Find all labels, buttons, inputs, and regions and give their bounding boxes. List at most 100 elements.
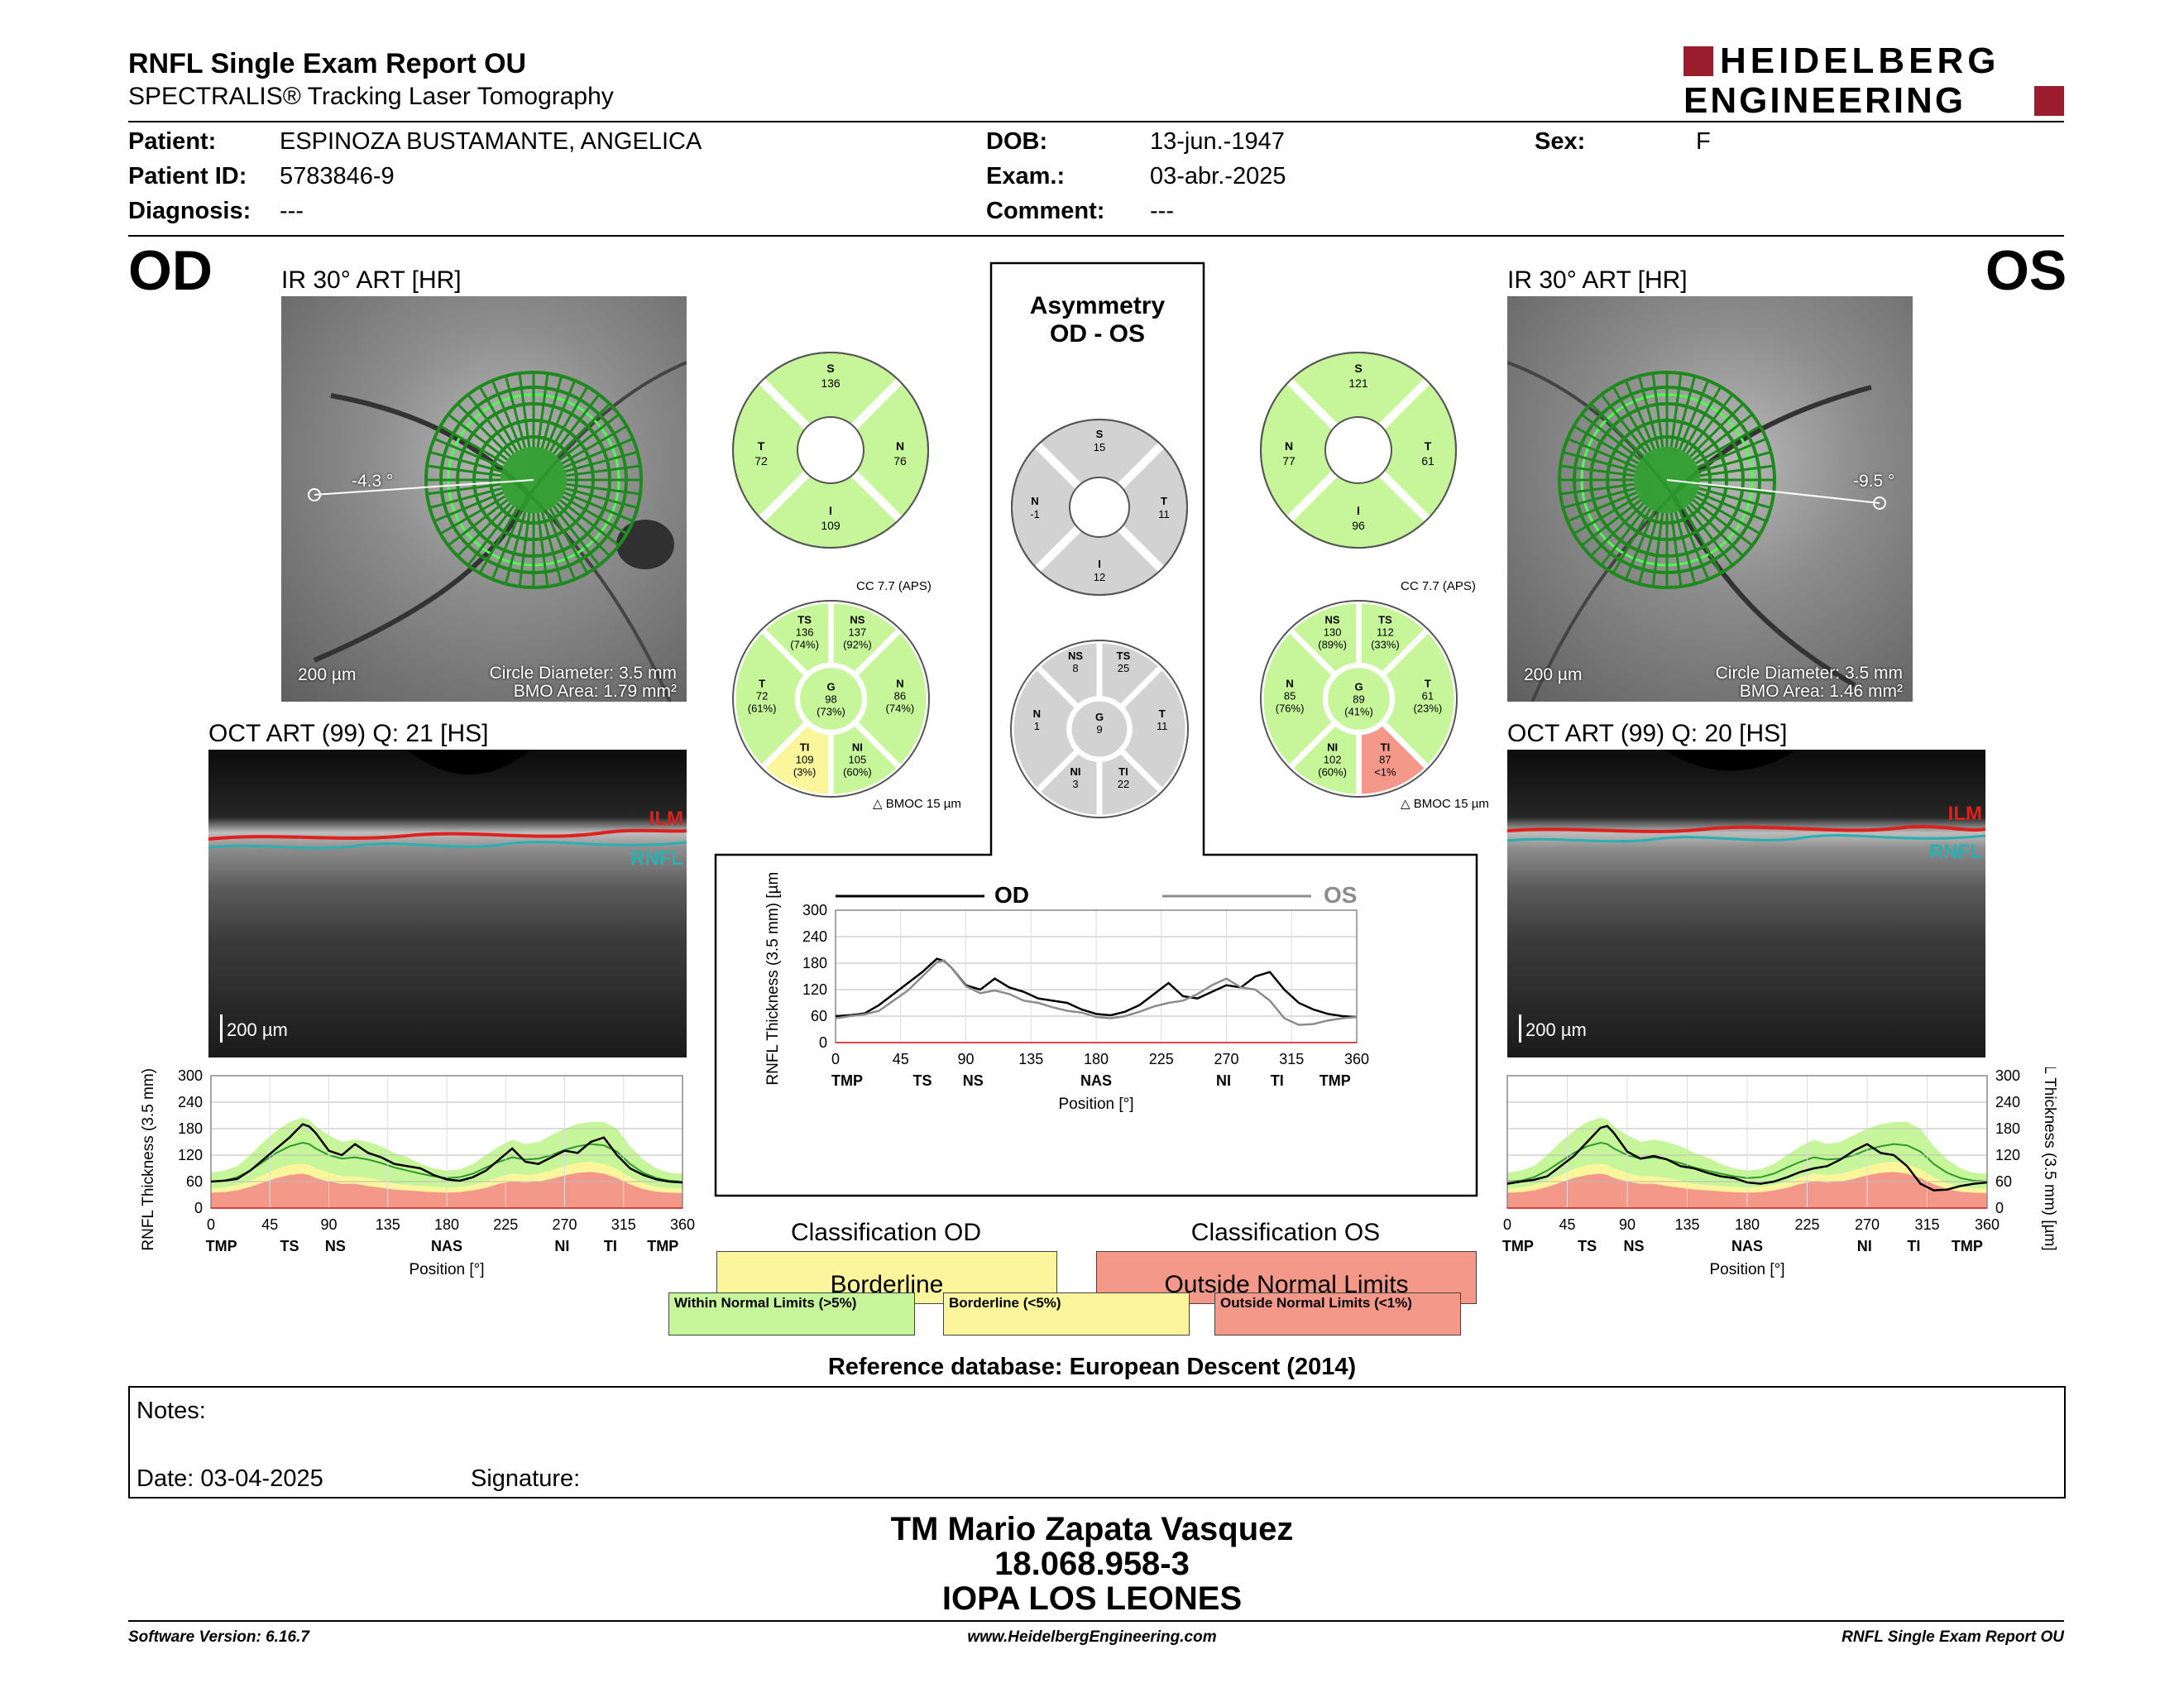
x-category-label: TS	[1578, 1238, 1597, 1254]
od-bmoc-value: BMOC 15 µm	[885, 797, 961, 811]
asymmetry-subtitle: OD - OS	[1049, 320, 1145, 348]
os-ilm-label: ILM	[1947, 803, 1982, 825]
x-category-label: TMP	[1952, 1238, 1983, 1254]
x-category-label: TMP	[1502, 1238, 1534, 1254]
scan-spoke	[1698, 487, 1771, 510]
x-tick-label: 0	[207, 1216, 215, 1233]
exam-label: Exam.:	[986, 163, 1066, 189]
asym-q-n-label: N	[1031, 495, 1038, 507]
os6-sector-g	[1323, 663, 1395, 735]
od-fundus-image: -4.3 ° 200 µm Circle Diameter: 3.5 mm BM…	[281, 296, 687, 702]
asym6-ni-text-1: 3	[1072, 778, 1078, 790]
exam-value: 03-abr.-2025	[1150, 163, 1286, 189]
x-axis-label: Position [°]	[409, 1261, 484, 1278]
asymmetry-profile-chart: 0 60 120 180 240 300 0 45 90 135 180 225 270 315 360 TM…	[764, 873, 1369, 1113]
x-category-label: TMP	[647, 1238, 678, 1254]
scan-spoke	[565, 487, 638, 510]
os-eye-label: OS	[1985, 239, 2067, 302]
os6-ni-text-0: NI	[1327, 741, 1338, 754]
signer-institution: IOPA LOS LEONES	[941, 1580, 1243, 1617]
y-tick-label: 60	[1995, 1173, 2012, 1190]
scan-spoke	[1699, 482, 1774, 496]
scan-spoke	[558, 413, 620, 461]
od6-ti-text-1: 109	[796, 754, 814, 766]
asym6-sector-g	[1066, 696, 1133, 762]
x-tick-label: 315	[1914, 1216, 1939, 1233]
x-tick-label: 225	[1794, 1216, 1819, 1233]
x-category-label: TI	[1271, 1072, 1284, 1089]
x-tick-label: 45	[893, 1051, 909, 1067]
y-tick-label: 0	[819, 1034, 827, 1051]
asym6-ns-text-1: 8	[1072, 662, 1078, 674]
scan-spoke	[1563, 487, 1636, 510]
os6-t-text-0: T	[1425, 678, 1431, 690]
y-tick-label: 240	[1995, 1094, 2020, 1110]
od-bmoc-label: △ BMOC 15 µm	[873, 797, 961, 811]
y-tick-label: 180	[802, 955, 827, 971]
scan-spoke	[1559, 464, 1635, 477]
scan-spoke	[439, 424, 506, 465]
asym6-ns-text-0: NS	[1068, 650, 1083, 662]
od6-t-text-0: T	[759, 678, 765, 690]
x-tick-label: 135	[1018, 1051, 1043, 1067]
os-oct-scale-bar	[1519, 1014, 1521, 1043]
od6-sector-g	[795, 663, 867, 735]
asym-q-i-label: I	[1098, 558, 1101, 570]
od6-ti-text-0: TI	[800, 741, 810, 754]
os6-n-text-1: 85	[1284, 690, 1296, 703]
y-tick-label: 300	[802, 902, 827, 918]
website-link[interactable]: www.HeidelbergEngineering.com	[967, 1628, 1217, 1646]
legend-within-normal: Within Normal Limits (>5%)	[668, 1292, 915, 1336]
x-tick-label: 360	[1975, 1216, 2000, 1233]
os6-n-text-0: N	[1286, 678, 1293, 690]
comment-label: Comment:	[986, 198, 1105, 224]
report-subtitle: SPECTRALIS® Tracking Laser Tomography	[128, 83, 614, 110]
x-tick-label: 225	[493, 1216, 518, 1233]
od-angle: -4.3 °	[352, 472, 394, 491]
od-ir-caption: IR 30° ART [HR]	[281, 266, 462, 294]
od-oct-scale-bar	[220, 1014, 223, 1043]
series-line-OD	[835, 957, 1358, 1019]
y-axis-label: RNFL Thickness (3.5 mm) [µm]	[2041, 1067, 2058, 1251]
y-tick-label: 120	[178, 1147, 203, 1163]
os-fundus-image: -9.5 ° 200 µm Circle Diameter: 3.5 mm BM…	[1507, 296, 1913, 702]
scan-spoke	[536, 512, 549, 587]
classification-os-label: Classification OS	[1190, 1219, 1381, 1246]
od6-t-text-1: 72	[756, 690, 768, 703]
od6-ns-text-1: 137	[849, 626, 867, 638]
scan-spoke	[1567, 437, 1637, 469]
od-q-n-label: N	[896, 439, 904, 453]
scan-spoke	[467, 505, 515, 567]
scan-spoke	[478, 507, 519, 574]
scan-spoke	[457, 502, 511, 557]
os-q-n-value: 77	[1282, 454, 1296, 468]
x-tick-label: 90	[1619, 1216, 1636, 1233]
notes-box: Notes: Date: 03-04-2025 Signature:	[128, 1386, 2066, 1499]
os-bmoc-label: △ BMOC 15 µm	[1401, 797, 1489, 811]
scan-spoke	[1692, 413, 1754, 461]
x-tick-label: 135	[1674, 1216, 1699, 1233]
scan-spoke	[553, 393, 601, 455]
os-q-i-label: I	[1357, 504, 1360, 517]
od-oct-scale: 200 µm	[227, 1019, 288, 1040]
scan-spoke	[1624, 510, 1656, 580]
scan-spoke	[1573, 495, 1640, 535]
patient-label: Patient:	[128, 128, 217, 155]
scan-spoke	[1651, 512, 1664, 587]
od-q-i-label: I	[829, 504, 832, 517]
od-profile-chart: 0 60 120 180 240 300 0 45 90 135 180 225 270 315 360 TM…	[140, 1067, 695, 1278]
x-tick-label: 90	[957, 1051, 974, 1067]
od6-ns-text-2: (92%)	[843, 638, 872, 650]
scan-spoke	[1694, 495, 1761, 535]
scan-spoke	[1697, 437, 1767, 469]
os6-ti-text-2: <1%	[1374, 766, 1396, 779]
x-category-label: TMP	[206, 1238, 237, 1254]
x-tick-label: 270	[1214, 1051, 1238, 1067]
scan-spoke	[1573, 424, 1640, 465]
scan-spoke	[561, 495, 628, 535]
scan-spoke	[426, 464, 501, 477]
scan-spoke	[540, 376, 563, 448]
scan-spoke	[1692, 499, 1754, 547]
y-tick-label: 300	[178, 1067, 203, 1084]
